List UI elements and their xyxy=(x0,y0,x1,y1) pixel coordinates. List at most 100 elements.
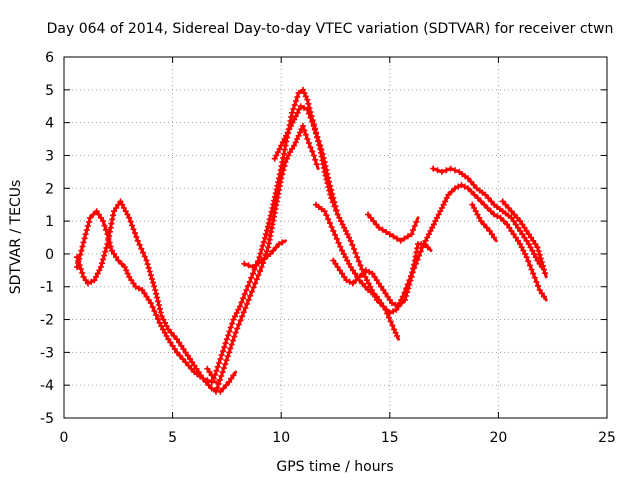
data-point-marker xyxy=(455,183,462,190)
data-point-marker xyxy=(402,296,408,303)
data-point-marker xyxy=(510,218,517,225)
data-point-marker xyxy=(232,313,238,320)
data-point-marker xyxy=(122,208,129,215)
data-point-marker xyxy=(505,205,512,211)
data-point-marker xyxy=(310,152,317,159)
data-point-marker xyxy=(208,385,215,392)
data-point-marker xyxy=(291,142,298,149)
data-point-marker xyxy=(245,262,252,269)
data-point-marker xyxy=(246,278,253,285)
data-point-marker xyxy=(392,329,399,336)
data-point-marker xyxy=(467,178,474,185)
data-point-marker xyxy=(292,113,299,120)
data-point-marker xyxy=(286,126,293,133)
data-point-marker xyxy=(346,278,353,285)
data-point-marker xyxy=(313,161,320,168)
data-point-marker xyxy=(486,227,493,234)
data-point-marker xyxy=(391,326,398,333)
data-point-marker xyxy=(132,283,139,290)
data-point-marker xyxy=(182,349,189,356)
data-point-marker xyxy=(145,296,152,303)
data-point-marker xyxy=(212,371,219,378)
chart-title: Day 064 of 2014, Sidereal Day-to-day VTE… xyxy=(47,21,614,37)
data-point-marker xyxy=(227,324,234,331)
data-point-marker xyxy=(536,251,543,258)
data-point-marker xyxy=(81,235,88,242)
data-point-marker xyxy=(478,218,484,225)
data-point-marker xyxy=(74,254,80,261)
data-point-marker xyxy=(93,273,99,280)
data-point-marker xyxy=(108,247,115,254)
data-point-marker xyxy=(341,273,348,280)
data-point-marker xyxy=(130,226,137,233)
data-point-marker xyxy=(84,223,91,229)
data-point-marker xyxy=(334,211,341,218)
data-point-marker xyxy=(313,130,319,137)
data-point-marker xyxy=(101,252,108,259)
y-tick-label: 1 xyxy=(45,214,54,230)
data-point-marker xyxy=(205,382,212,389)
data-point-marker xyxy=(97,214,104,221)
series-4 xyxy=(213,122,320,395)
data-point-marker xyxy=(260,238,267,245)
data-point-marker xyxy=(323,176,330,183)
data-point-marker xyxy=(375,280,382,287)
data-point-marker xyxy=(231,333,238,340)
data-series-layer xyxy=(74,86,549,395)
data-point-marker xyxy=(339,221,346,228)
data-point-marker xyxy=(284,129,291,136)
data-point-marker xyxy=(147,272,154,279)
data-point-marker xyxy=(127,218,134,225)
data-point-marker xyxy=(373,221,380,228)
data-point-marker xyxy=(169,342,176,349)
x-tick-label: 20 xyxy=(489,430,507,446)
data-point-marker xyxy=(76,262,83,269)
data-point-marker xyxy=(219,369,226,376)
data-point-marker xyxy=(136,241,143,248)
data-point-marker xyxy=(528,266,535,273)
data-point-marker xyxy=(517,218,524,225)
data-point-marker xyxy=(141,253,148,260)
data-point-marker xyxy=(357,262,364,269)
data-point-marker xyxy=(200,375,206,382)
data-point-marker xyxy=(333,207,339,214)
data-point-marker xyxy=(83,227,90,234)
data-point-marker xyxy=(523,237,530,244)
series-9 xyxy=(365,211,420,244)
data-point-marker xyxy=(539,262,546,269)
data-point-marker xyxy=(290,105,297,112)
data-point-marker xyxy=(256,254,263,261)
data-point-marker xyxy=(235,306,242,313)
data-point-marker xyxy=(245,282,252,289)
data-point-marker xyxy=(274,149,281,156)
data-point-marker xyxy=(247,292,254,299)
data-point-marker xyxy=(347,237,354,244)
data-point-marker xyxy=(259,242,266,249)
data-point-marker xyxy=(188,365,195,372)
series-2 xyxy=(74,198,238,395)
data-point-marker xyxy=(145,264,152,271)
data-point-marker xyxy=(393,306,400,313)
data-point-marker xyxy=(90,211,97,218)
data-point-marker xyxy=(280,167,287,174)
data-point-marker xyxy=(208,378,215,385)
data-point-marker xyxy=(514,214,521,221)
data-point-marker xyxy=(292,139,299,146)
data-point-marker xyxy=(294,136,301,142)
data-point-marker xyxy=(279,239,286,246)
data-point-marker xyxy=(236,303,243,310)
data-point-marker xyxy=(528,234,534,241)
data-point-marker xyxy=(434,214,440,221)
data-point-marker xyxy=(210,375,217,382)
data-point-marker xyxy=(244,301,250,307)
data-point-marker xyxy=(334,264,341,270)
data-point-marker xyxy=(103,226,109,233)
data-point-marker xyxy=(340,250,347,257)
data-point-marker xyxy=(228,375,235,382)
data-point-marker xyxy=(220,365,227,372)
data-point-marker xyxy=(297,103,304,110)
x-tick-label: 10 xyxy=(272,430,290,446)
data-point-marker xyxy=(365,211,372,218)
data-point-marker xyxy=(385,314,392,321)
data-point-marker xyxy=(156,319,163,326)
